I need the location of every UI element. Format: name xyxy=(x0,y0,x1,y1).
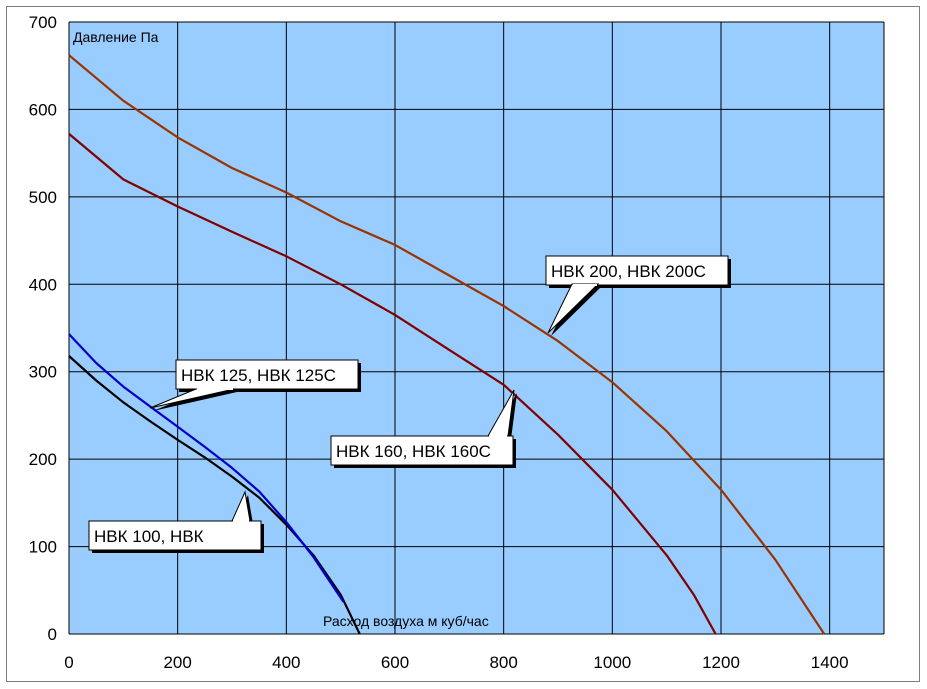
callout-box xyxy=(545,255,729,286)
series-line xyxy=(68,133,717,635)
x-tick-label: 200 xyxy=(163,653,191,672)
x-tick-label: 1000 xyxy=(593,653,631,672)
y-tick-label: 500 xyxy=(29,188,57,207)
y-tick-label: 300 xyxy=(29,363,57,382)
y-tick-label: 400 xyxy=(29,275,57,294)
y-tick-label: 700 xyxy=(29,13,57,32)
series-layer xyxy=(68,54,826,635)
series-callout: НВК 100, НВК xyxy=(88,490,264,553)
callout-label: НВК 125, НВК 125С xyxy=(181,366,336,385)
x-tick-label: 1400 xyxy=(811,653,849,672)
callout-pointer-shadow xyxy=(153,392,237,411)
callout-box xyxy=(88,520,262,551)
series-callout: НВК 200, НВК 200С xyxy=(545,255,731,336)
y-tick-label: 100 xyxy=(29,538,57,557)
series-line xyxy=(68,355,361,635)
series-line xyxy=(68,333,345,603)
y-tick-label: 200 xyxy=(29,450,57,469)
series-callout: НВК 125, НВК 125С xyxy=(149,359,361,411)
callout-label: НВК 200, НВК 200С xyxy=(551,262,706,281)
series-line xyxy=(68,54,826,635)
callout-box xyxy=(175,359,359,390)
x-tick-label: 600 xyxy=(381,653,409,672)
chart-frame xyxy=(6,6,920,682)
callouts: НВК 200, НВК 200С НВК 125, НВК 125С НВК 16… xyxy=(88,255,731,553)
callout-box xyxy=(330,435,514,466)
callout-label: НВК 100, НВК xyxy=(94,527,204,546)
x-tick-label: 1200 xyxy=(702,653,740,672)
callout-pointer-shadow xyxy=(551,287,601,336)
x-tick-label: 0 xyxy=(64,653,73,672)
y-tick-label: 600 xyxy=(29,100,57,119)
x-tick-label: 800 xyxy=(489,653,517,672)
y-axis-label: Давление Па xyxy=(73,29,159,45)
tick-labels: 0 200 400 600 800 1000 1200 1400 0 100 200 300 400 50… xyxy=(29,13,849,672)
y-tick-label: 0 xyxy=(48,625,57,644)
x-tick-label: 400 xyxy=(272,653,300,672)
x-axis-label: Расход воздуха м куб/час xyxy=(323,613,489,629)
series-callout: НВК 160, НВК 160С xyxy=(330,389,517,468)
callout-label: НВК 160, НВК 160С xyxy=(336,442,491,461)
